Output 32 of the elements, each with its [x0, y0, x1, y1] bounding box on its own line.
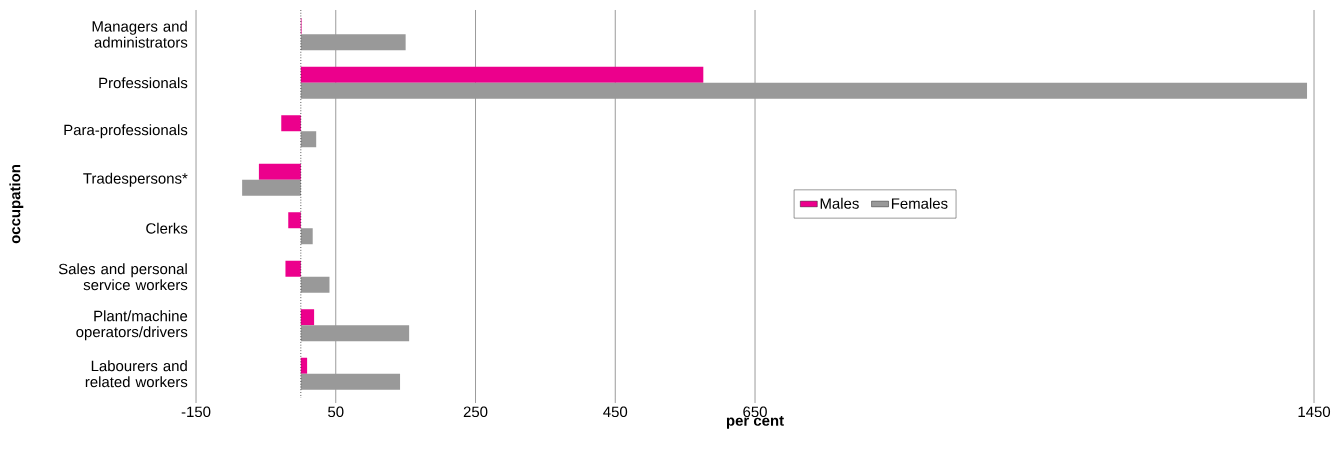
bar — [300, 228, 313, 245]
legend-label: Males — [820, 197, 859, 209]
x-tick-label: 1450 — [1298, 406, 1331, 418]
bar — [300, 309, 315, 326]
bar — [281, 115, 301, 132]
y-axis-title: occupation — [9, 165, 24, 244]
bar — [300, 34, 406, 51]
x-tick-label: 50 — [328, 406, 344, 418]
bar — [300, 66, 704, 83]
bar — [300, 357, 308, 374]
x-tick-label: 250 — [463, 406, 488, 418]
bar — [258, 163, 301, 180]
bar — [300, 131, 317, 148]
y-tick-label: Sales and personal service workers — [58, 263, 188, 291]
y-tick-label: Plant/machine operators/drivers — [76, 310, 188, 341]
bar — [300, 82, 1308, 99]
x-tick-label: 650 — [743, 406, 767, 418]
x-tick-label: -150 — [181, 406, 211, 418]
bar — [288, 212, 301, 229]
bar — [300, 276, 330, 293]
y-tick-label: Labourers and related workers — [85, 360, 188, 388]
y-tick-label: Tradespersons* — [83, 172, 188, 187]
y-tick-label: Managers and administrators — [92, 20, 188, 48]
bar — [300, 373, 401, 390]
legend-label: Females — [891, 197, 948, 209]
bar — [285, 260, 301, 277]
bar — [242, 179, 301, 196]
y-tick-label: Professionals — [99, 77, 188, 89]
y-tick-label: Clerks — [146, 222, 188, 234]
bar — [300, 325, 410, 342]
x-tick-label: 450 — [603, 406, 628, 418]
y-tick-label: Para-professionals — [64, 124, 188, 139]
